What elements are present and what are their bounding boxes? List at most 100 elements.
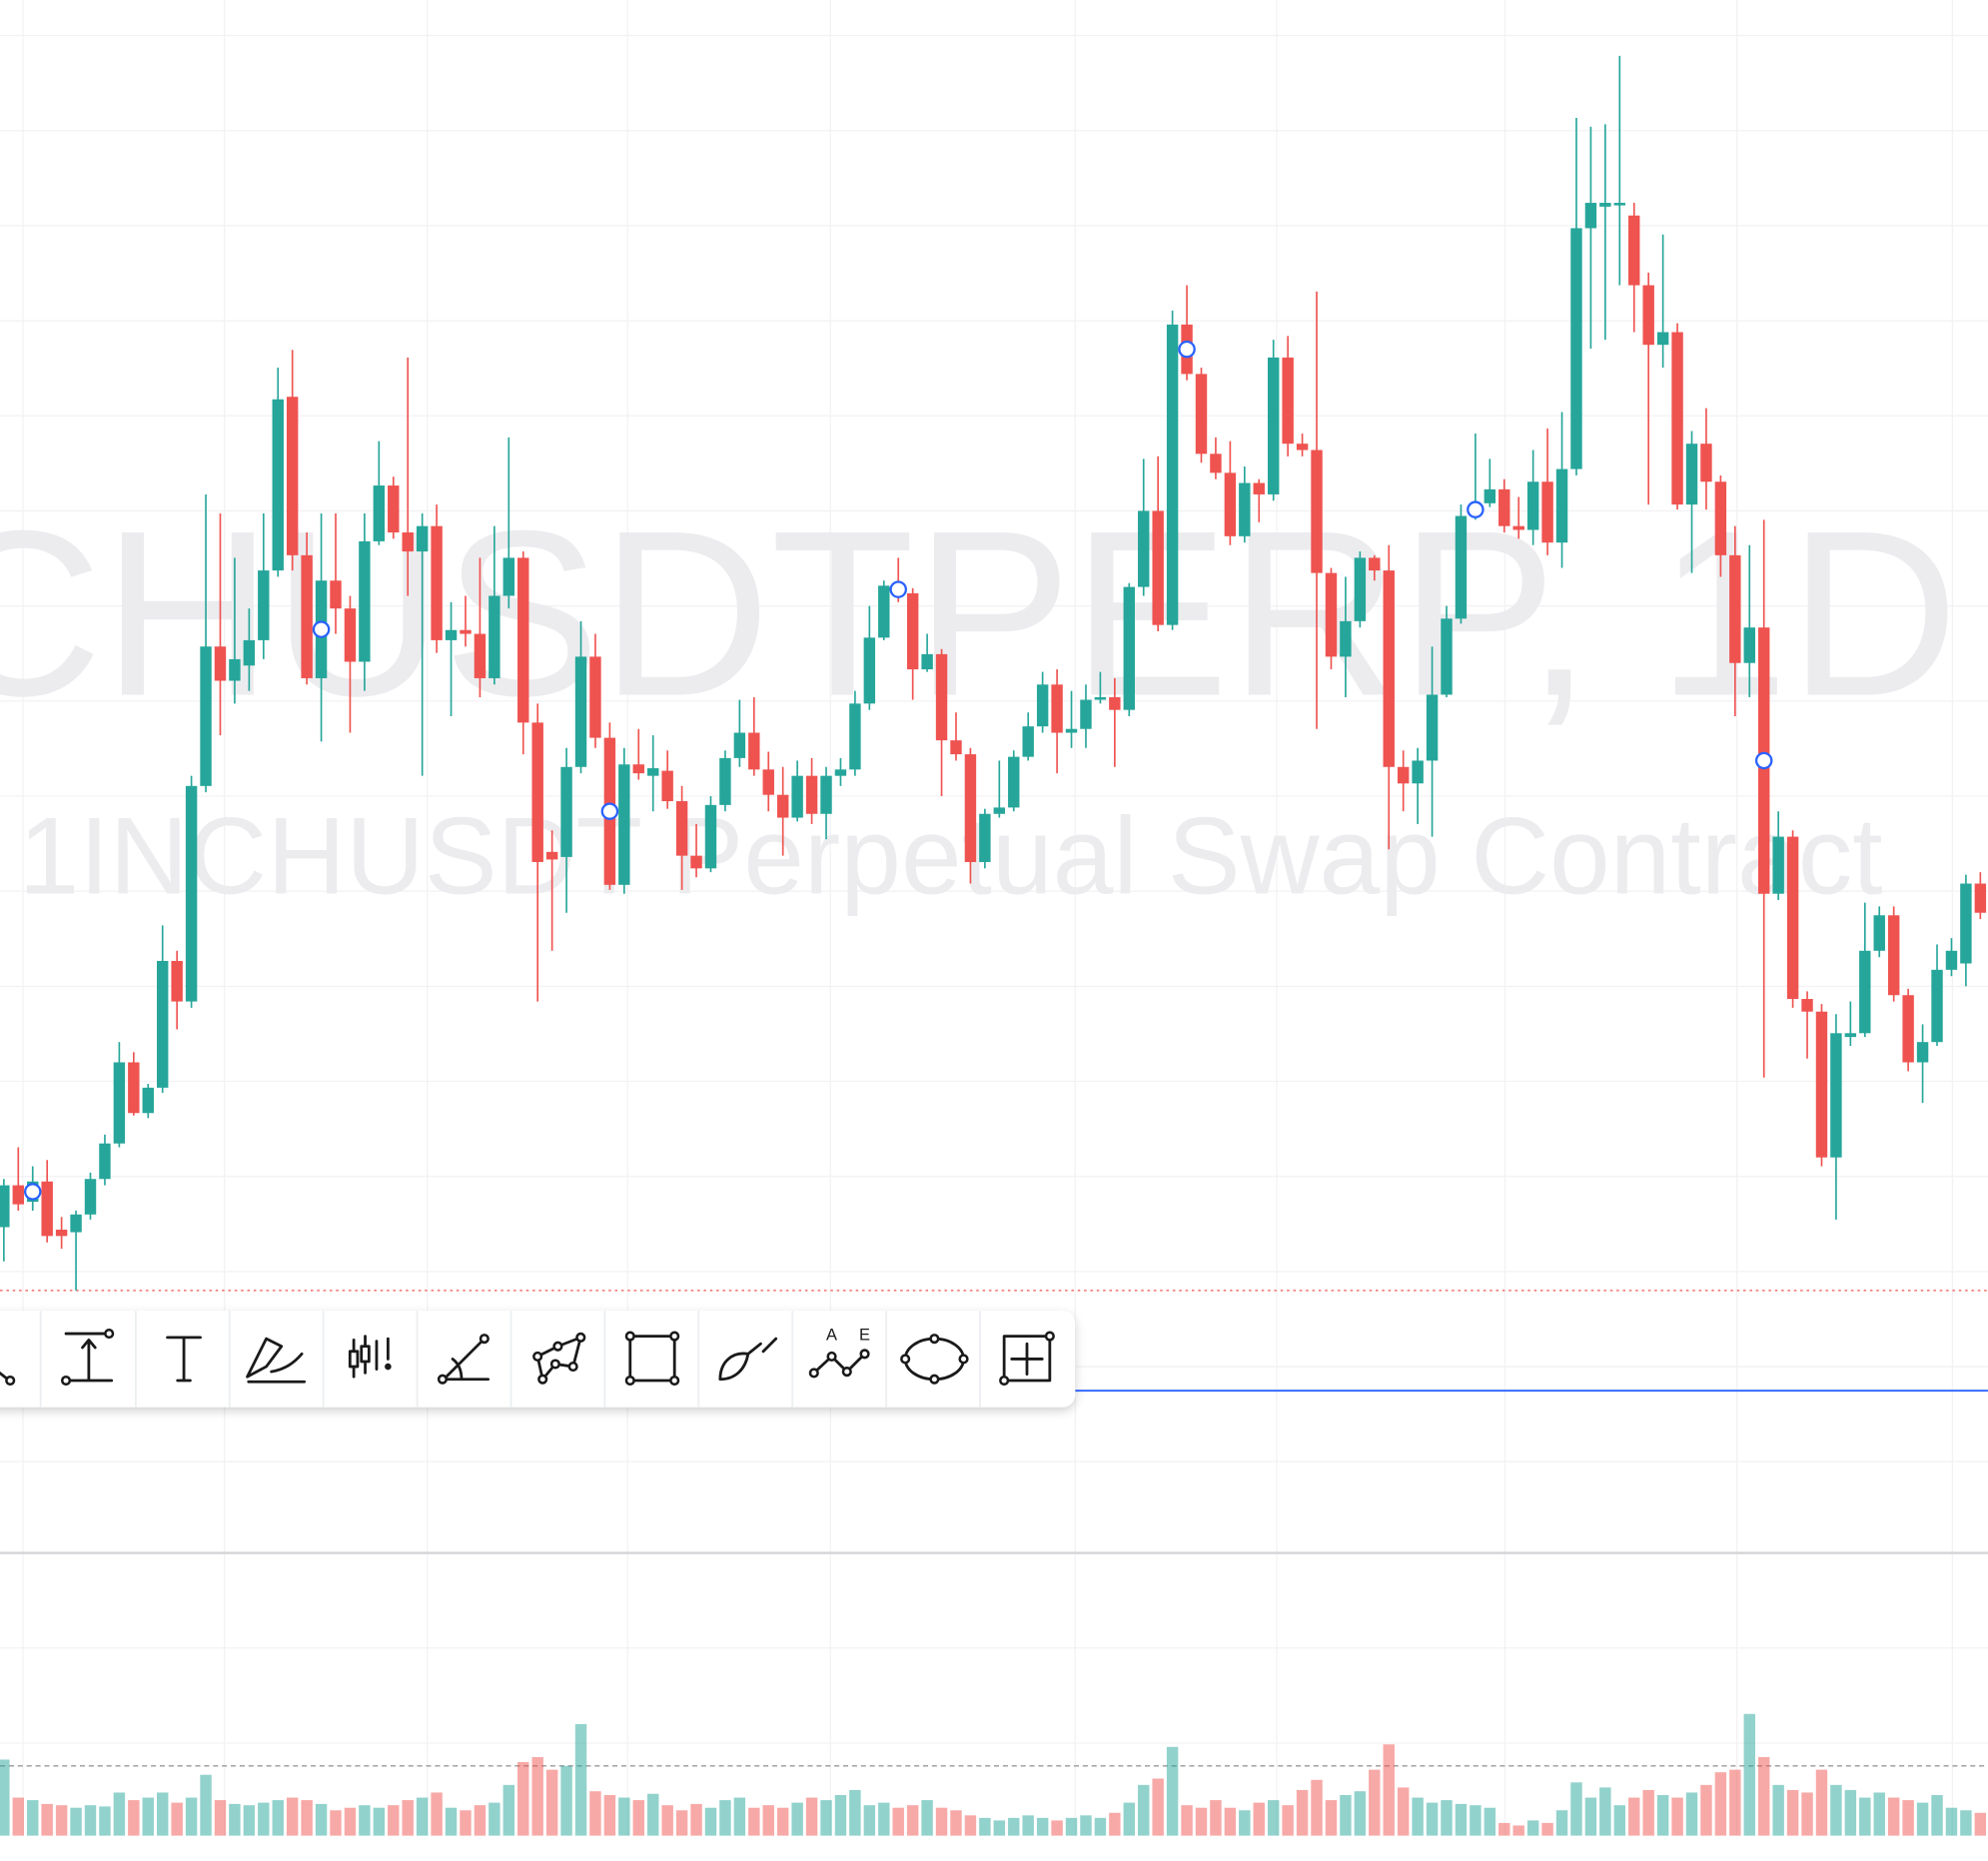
candle-body <box>762 769 774 795</box>
candle-body <box>1541 481 1553 543</box>
candle-body <box>1282 357 1294 445</box>
candle-body <box>1340 620 1352 657</box>
candle-body <box>460 629 472 634</box>
volume-bar <box>531 1756 543 1836</box>
candle-body <box>704 804 717 869</box>
volume-bar <box>27 1800 39 1836</box>
volume-bar <box>1080 1815 1092 1836</box>
volume-bar <box>373 1807 386 1836</box>
volume-bar <box>84 1805 97 1836</box>
volume-bar <box>431 1792 443 1836</box>
candle-body <box>618 764 630 885</box>
volume-bar <box>849 1789 861 1836</box>
volume-bar <box>1267 1800 1280 1836</box>
tool-polyline[interactable] <box>532 1332 586 1385</box>
volume-bar <box>1065 1817 1078 1836</box>
tool-abcd[interactable]: A E <box>808 1326 870 1379</box>
candle-body <box>1613 203 1626 206</box>
volume-bar <box>445 1807 458 1836</box>
volume-bar <box>200 1774 212 1836</box>
volume-bar <box>748 1807 760 1836</box>
volume-bar <box>574 1723 587 1836</box>
candle-body <box>878 585 890 638</box>
volume-bar <box>878 1802 890 1836</box>
tool-angle[interactable] <box>437 1334 491 1385</box>
candle-body <box>344 608 357 662</box>
volume-bar <box>1470 1805 1482 1836</box>
volume-bar <box>906 1805 919 1836</box>
volume-bar <box>1455 1803 1468 1836</box>
candle-body <box>330 580 342 609</box>
candle-body <box>647 768 659 776</box>
candle-body <box>1628 215 1640 286</box>
tool-pattern[interactable] <box>348 1335 392 1379</box>
volume-bar <box>950 1810 962 1836</box>
candle-body <box>99 1143 111 1180</box>
candle-body <box>229 658 241 681</box>
candle-body <box>935 653 948 741</box>
volume-bar <box>935 1807 948 1836</box>
volume-bar <box>1441 1800 1453 1836</box>
candle-body <box>979 813 991 862</box>
volume-bar <box>1354 1791 1367 1836</box>
volume-bar <box>113 1792 126 1836</box>
candle-body <box>1685 444 1698 505</box>
volume-bar <box>1599 1787 1611 1836</box>
candle-body <box>1383 570 1395 767</box>
candle-body <box>1036 684 1049 727</box>
volume-bar <box>1296 1789 1309 1836</box>
candle-body <box>1729 554 1741 663</box>
volume-bar <box>416 1797 429 1836</box>
candle-body <box>1584 203 1597 229</box>
tool-line[interactable] <box>0 1370 16 1387</box>
volume-bars <box>0 1713 1987 1836</box>
candle-body <box>0 1185 10 1228</box>
candle-body <box>70 1214 82 1233</box>
volume-bar <box>1282 1805 1294 1836</box>
tool-price-range[interactable] <box>60 1328 115 1387</box>
tool-highlighter[interactable] <box>246 1337 307 1384</box>
marker <box>1178 340 1196 359</box>
candle-body <box>1195 374 1208 455</box>
tool-measure[interactable] <box>999 1331 1055 1387</box>
volume-bar <box>1729 1769 1741 1836</box>
candle-body <box>632 764 644 774</box>
volume-bar <box>171 1802 183 1836</box>
tool-rectangle[interactable] <box>624 1331 680 1387</box>
candle-body <box>243 639 256 666</box>
tool-ellipse[interactable] <box>900 1334 969 1385</box>
tool-text[interactable] <box>166 1336 202 1383</box>
candle-body <box>531 722 543 862</box>
candle-body <box>1484 488 1496 503</box>
volume-bar <box>344 1807 357 1836</box>
candle-body <box>359 540 371 662</box>
volume-bar <box>675 1810 688 1836</box>
candle-body <box>1080 699 1092 729</box>
volume-bar <box>330 1810 342 1836</box>
volume-bar <box>892 1807 904 1836</box>
volume-bar <box>1123 1802 1136 1836</box>
marker <box>23 1183 42 1201</box>
candle-body <box>373 485 386 541</box>
volume-bar <box>1138 1784 1150 1836</box>
candle-body <box>748 732 760 770</box>
volume-bar <box>315 1803 328 1836</box>
candles <box>0 55 1987 1291</box>
candle-body <box>431 525 443 640</box>
tool-brush[interactable] <box>718 1337 778 1382</box>
volume-bar <box>1224 1807 1237 1836</box>
volume-bar <box>243 1805 256 1836</box>
candle-body <box>286 397 299 555</box>
candle-body <box>776 794 789 818</box>
candle-body <box>41 1181 53 1237</box>
volume-bar <box>1815 1769 1828 1836</box>
volume-bar <box>647 1793 659 1836</box>
candle-body <box>84 1179 97 1215</box>
volume-bar <box>41 1803 53 1836</box>
volume-bar <box>618 1797 630 1836</box>
volume-bar <box>1109 1812 1121 1836</box>
volume-bar <box>560 1765 572 1836</box>
candle-body <box>1555 468 1568 543</box>
candle-body <box>474 633 487 678</box>
